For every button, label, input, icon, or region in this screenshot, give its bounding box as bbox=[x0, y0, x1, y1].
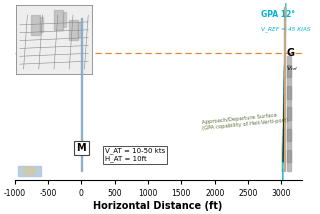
Bar bbox=[287, 150, 291, 162]
Bar bbox=[81, 18, 82, 171]
Bar bbox=[287, 107, 291, 120]
Text: G: G bbox=[286, 48, 294, 58]
Text: Approach/Departure Surface
(GPA copability of Heli-Verti-port): Approach/Departure Surface (GPA copabili… bbox=[201, 112, 289, 131]
Text: M: M bbox=[76, 143, 86, 153]
Polygon shape bbox=[283, 53, 285, 180]
Text: V_AT = 10-50 kts
H_AT = 10ft: V_AT = 10-50 kts H_AT = 10ft bbox=[105, 148, 165, 162]
Ellipse shape bbox=[22, 167, 36, 175]
Bar bbox=[287, 56, 292, 171]
Text: $V_{ref}$: $V_{ref}$ bbox=[286, 64, 299, 73]
Bar bbox=[287, 86, 291, 99]
Text: V_REF = 45 KIAS: V_REF = 45 KIAS bbox=[261, 26, 311, 32]
Bar bbox=[287, 65, 291, 77]
Bar bbox=[287, 129, 291, 141]
Bar bbox=[18, 166, 41, 176]
X-axis label: Horizontal Distance (ft): Horizontal Distance (ft) bbox=[93, 201, 223, 211]
Polygon shape bbox=[282, 53, 285, 172]
Bar bbox=[284, 7, 285, 171]
Text: GPA 12°: GPA 12° bbox=[261, 10, 295, 19]
